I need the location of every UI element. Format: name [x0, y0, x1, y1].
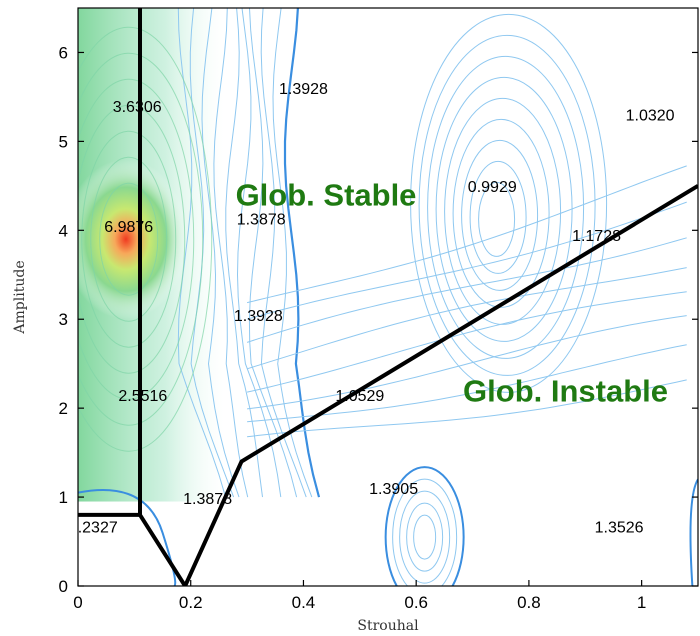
stability-boundary	[78, 8, 698, 586]
contour-loop	[78, 104, 186, 374]
contour-loop	[78, 78, 195, 400]
contour-loop	[469, 160, 527, 274]
contour-line	[283, 8, 321, 498]
contour-value-label: 1.3878	[183, 491, 232, 508]
axis-ticks: 0 0.2 0.4 0.6 0.8 1 0 1 2 3 4 5 6	[59, 43, 698, 612]
contour-line	[689, 478, 698, 586]
x-tick-label: 0.2	[179, 593, 203, 612]
y-tick-label: 6	[59, 43, 68, 62]
contour-loop	[478, 181, 516, 257]
contour-value-label: 1.0529	[335, 388, 384, 405]
contour-loop	[418, 34, 596, 376]
region-label: Glob. Stable	[236, 178, 417, 213]
contour-value-label: 1.1728	[572, 228, 621, 245]
contour-loop	[78, 26, 213, 452]
x-axis-label: Strouhal	[357, 618, 419, 634]
x-tick-label: 0.4	[292, 593, 316, 612]
filled-contours	[78, 8, 225, 502]
x-tick-label: 0.8	[517, 593, 541, 612]
field-peak	[78, 159, 188, 320]
y-tick-label: 0	[59, 577, 68, 596]
contour-loop	[90, 156, 168, 322]
x-tick-label: 0	[73, 593, 82, 612]
contour-line	[248, 8, 298, 498]
contour-value-label: 1.3878	[237, 212, 286, 229]
contour-value-label: .2327	[78, 519, 118, 536]
contour-value-label: 2.5516	[118, 388, 167, 405]
contour-loop	[410, 13, 608, 393]
contour-loop	[78, 52, 204, 426]
contour-value-label: 1.3526	[595, 519, 644, 536]
contour-loop	[413, 514, 437, 560]
contour-line	[246, 267, 687, 370]
contour-loop	[461, 139, 539, 291]
contour-value-label: 0.9929	[468, 179, 517, 196]
boundary-line	[138, 8, 698, 586]
region-labels: Glob. Stable Glob. Instable	[236, 178, 668, 409]
contour-labels: 1.3928 3.6306 1.0320 1.3878 0.9929 6.9876 1.39…	[78, 81, 675, 536]
contour-line	[272, 8, 313, 498]
contour-line	[78, 488, 177, 586]
contour-line	[225, 8, 263, 498]
contour-lines	[78, 8, 698, 586]
contour-line	[246, 291, 687, 393]
contour-value-label: 1.3905	[369, 481, 418, 498]
contour-line	[213, 8, 249, 498]
y-tick-label: 2	[59, 399, 68, 418]
contour-line	[177, 8, 227, 498]
y-tick-label: 5	[59, 132, 68, 151]
contour-value-label: 3.6306	[113, 99, 162, 116]
contour-loop	[81, 130, 177, 348]
contour-loop	[406, 502, 444, 572]
y-axis-label: Amplitude	[12, 260, 28, 334]
plot-frame	[77, 7, 699, 587]
contour-loop	[452, 118, 550, 308]
contour-line	[246, 201, 687, 320]
contour-line	[247, 315, 687, 410]
contour-loop	[392, 478, 458, 586]
x-tick-label: 0.6	[404, 593, 428, 612]
y-tick-label: 3	[59, 310, 68, 329]
contour-line	[246, 237, 687, 343]
contour-value-label: 1.3928	[279, 81, 328, 98]
contour-line	[236, 8, 282, 498]
contour-line	[247, 379, 687, 438]
region-label: Glob. Instable	[463, 373, 668, 408]
x-tick-label: 1	[637, 593, 646, 612]
contour-loop	[399, 490, 451, 584]
y-tick-label: 1	[59, 488, 68, 507]
contour-loop	[99, 182, 159, 296]
contour-value-label: 6.9876	[104, 219, 153, 236]
contour-line	[201, 8, 240, 498]
contour-value-label: 1.3928	[234, 308, 283, 325]
contour-value-label: 1.0320	[626, 108, 675, 125]
y-tick-label: 4	[59, 221, 68, 240]
contour-line	[260, 8, 307, 498]
contour-loop	[384, 466, 465, 586]
plot-area	[78, 8, 698, 586]
contour-loop	[427, 55, 585, 359]
contour-line	[246, 165, 687, 304]
